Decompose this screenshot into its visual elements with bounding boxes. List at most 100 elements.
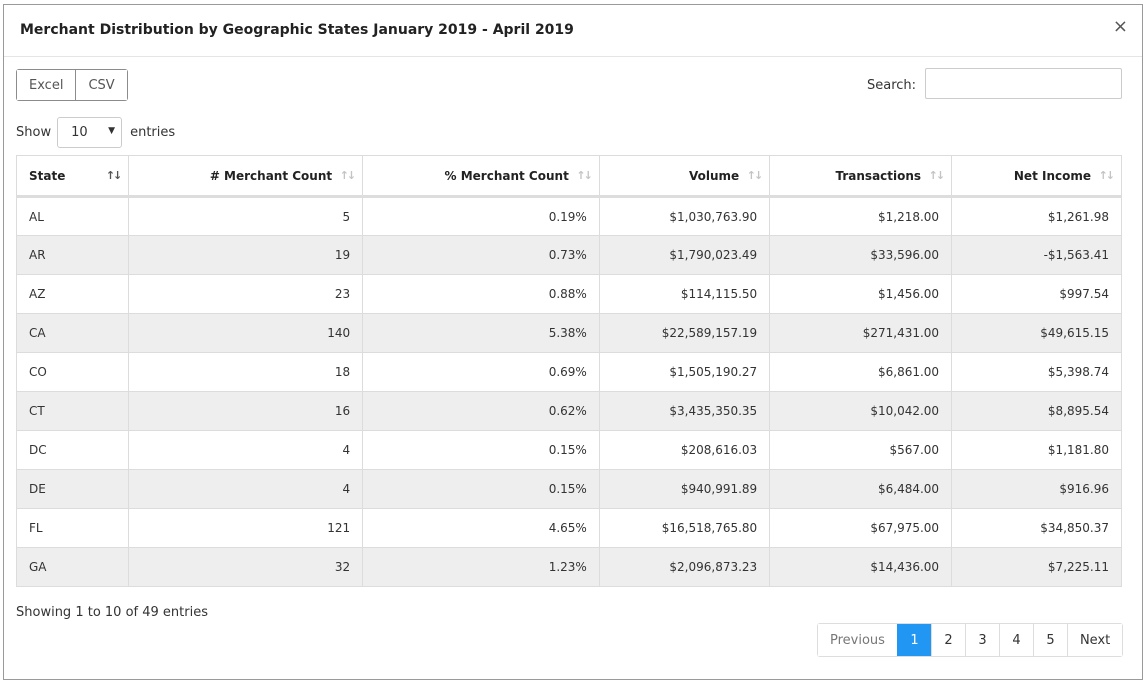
cell-state: FL (15, 508, 130, 548)
cell-net-income: $997.54 (951, 274, 1122, 314)
cell-state: AR (15, 235, 130, 275)
cell-net-income: $916.96 (951, 469, 1122, 509)
cell-state: DC (15, 430, 130, 470)
cell-net-income: $8,895.54 (951, 391, 1122, 431)
merchant-table: State ↑↓ # Merchant Count ↑↓ % Merchant Coun… (15, 155, 1122, 587)
page-button-1[interactable]: 1 (896, 624, 931, 656)
table-row: DC 4 0.15% $208,616.03 $567.00 $1,181.80 (15, 430, 1122, 470)
show-label: Show (16, 125, 52, 140)
csv-button[interactable]: CSV (75, 70, 127, 100)
cell-merchant-count: 4.65% (362, 508, 600, 548)
column-header-merchant-count[interactable]: % Merchant Count ↑↓ (362, 155, 600, 198)
previous-button[interactable]: Previous (818, 624, 897, 656)
cell-net-income: $1,181.80 (951, 430, 1122, 470)
cell-volume: $2,096,873.23 (598, 547, 771, 587)
table-row: AZ 23 0.88% $114,115.50 $1,456.00 $997.54 (15, 274, 1122, 314)
cell-merchant-count: 0.69% (362, 352, 600, 392)
cell-merchant-count: 18 (128, 352, 364, 392)
pagination: Previous 1 2 3 4 5 Next (817, 623, 1124, 657)
cell-net-income: -$1,563.41 (951, 235, 1122, 275)
table-header-row: State ↑↓ # Merchant Count ↑↓ % Merchant Coun… (15, 155, 1122, 198)
cell-merchant-count: 5 (128, 196, 364, 236)
sort-arrows-icon: ↑↓ (105, 169, 123, 182)
cell-merchant-count: 0.73% (362, 235, 600, 275)
modal-title: Merchant Distribution by Geographic Stat… (20, 22, 574, 38)
sort-arrows-icon: ↑↓ (339, 169, 357, 182)
table-info: Showing 1 to 10 of 49 entries (16, 605, 208, 620)
cell-merchant-count: 1.23% (362, 547, 600, 587)
cell-transactions: $33,596.00 (769, 235, 953, 275)
column-header-label: % Merchant Count (444, 168, 569, 183)
cell-net-income: $49,615.15 (951, 313, 1122, 353)
page-length-control: Show 10 ▼ entries (16, 117, 175, 148)
table-body: AL 5 0.19% $1,030,763.90 $1,218.00 $1,261.98 A… (15, 196, 1122, 587)
cell-transactions: $1,218.00 (769, 196, 953, 236)
cell-net-income: $5,398.74 (951, 352, 1122, 392)
cell-merchant-count: 5.38% (362, 313, 600, 353)
column-header-label: Net Income (1013, 168, 1091, 183)
cell-volume: $1,030,763.90 (598, 196, 771, 236)
column-header-volume[interactable]: Volume ↑↓ (598, 155, 771, 198)
table-row: CO 18 0.69% $1,505,190.27 $6,861.00 $5,398.74 (15, 352, 1122, 392)
export-buttons: Excel CSV (16, 69, 128, 101)
page-button-2[interactable]: 2 (930, 624, 965, 656)
cell-merchant-count: 0.15% (362, 430, 600, 470)
cell-volume: $1,505,190.27 (598, 352, 771, 392)
cell-merchant-count: 19 (128, 235, 364, 275)
column-header-merchant-count[interactable]: # Merchant Count ↑↓ (128, 155, 364, 198)
modal-header: Merchant Distribution by Geographic Stat… (4, 5, 1142, 57)
cell-transactions: $271,431.00 (769, 313, 953, 353)
cell-volume: $1,790,023.49 (598, 235, 771, 275)
cell-merchant-count: 0.62% (362, 391, 600, 431)
cell-merchant-count: 0.88% (362, 274, 600, 314)
page-button-5[interactable]: 5 (1032, 624, 1067, 656)
cell-merchant-count: 0.19% (362, 196, 600, 236)
sort-arrows-icon: ↑↓ (1098, 169, 1116, 182)
column-header-label: Volume (689, 168, 740, 183)
entries-select-value: 10 (71, 125, 88, 140)
table-row: AL 5 0.19% $1,030,763.90 $1,218.00 $1,261.98 (15, 196, 1122, 236)
entries-select[interactable]: 10 ▼ (57, 117, 123, 148)
sort-arrows-icon: ↑↓ (746, 169, 764, 182)
entries-label: entries (130, 125, 176, 140)
cell-state: AZ (15, 274, 130, 314)
cell-merchant-count: 4 (128, 469, 364, 509)
search-label: Search: (867, 78, 917, 93)
cell-volume: $22,589,157.19 (598, 313, 771, 353)
table-row: DE 4 0.15% $940,991.89 $6,484.00 $916.96 (15, 469, 1122, 509)
cell-net-income: $34,850.37 (951, 508, 1122, 548)
next-button[interactable]: Next (1066, 624, 1123, 656)
cell-transactions: $6,861.00 (769, 352, 953, 392)
excel-button[interactable]: Excel (17, 70, 76, 100)
cell-state: DE (15, 469, 130, 509)
cell-net-income: $7,225.11 (951, 547, 1122, 587)
table-row: CT 16 0.62% $3,435,350.35 $10,042.00 $8,895.5… (15, 391, 1122, 431)
cell-merchant-count: 32 (128, 547, 364, 587)
cell-state: CO (15, 352, 130, 392)
table-row: AR 19 0.73% $1,790,023.49 $33,596.00 -$1,563.… (15, 235, 1122, 275)
cell-state: CT (15, 391, 130, 431)
cell-merchant-count: 121 (128, 508, 364, 548)
table-row: CA 140 5.38% $22,589,157.19 $271,431.00 $49,6… (15, 313, 1122, 353)
column-header-label: State (29, 168, 66, 183)
close-icon[interactable]: × (1112, 16, 1128, 37)
search-input[interactable] (925, 68, 1122, 99)
cell-transactions: $67,975.00 (769, 508, 953, 548)
page-button-4[interactable]: 4 (998, 624, 1033, 656)
column-header-transactions[interactable]: Transactions ↑↓ (769, 155, 953, 198)
page-button-3[interactable]: 3 (964, 624, 999, 656)
cell-state: CA (15, 313, 130, 353)
cell-transactions: $10,042.00 (769, 391, 953, 431)
cell-merchant-count: 4 (128, 430, 364, 470)
cell-transactions: $567.00 (769, 430, 953, 470)
cell-state: GA (15, 547, 130, 587)
cell-net-income: $1,261.98 (951, 196, 1122, 236)
cell-merchant-count: 140 (128, 313, 364, 353)
column-header-state[interactable]: State ↑↓ (15, 155, 130, 198)
cell-volume: $114,115.50 (598, 274, 771, 314)
column-header-net-income[interactable]: Net Income ↑↓ (951, 155, 1122, 198)
cell-merchant-count: 0.15% (362, 469, 600, 509)
column-header-label: # Merchant Count (209, 168, 333, 183)
cell-merchant-count: 23 (128, 274, 364, 314)
sort-arrows-icon: ↑↓ (928, 169, 946, 182)
